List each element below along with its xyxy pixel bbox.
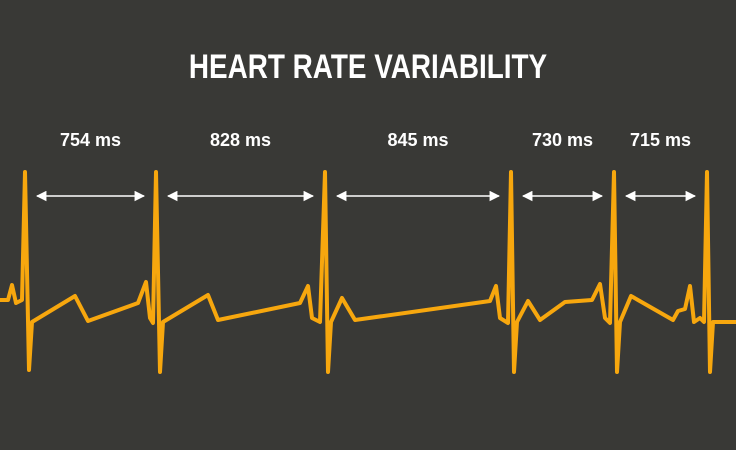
interval-label: 715 ms xyxy=(630,130,691,150)
interval-annotations: 754 ms 828 ms 845 ms 730 ms 715 ms xyxy=(35,130,697,202)
diagram-title: HEART RATE VARIABILITY xyxy=(188,48,548,86)
interval-label: 754 ms xyxy=(60,130,121,150)
interval-label: 828 ms xyxy=(210,130,271,150)
interval-label: 730 ms xyxy=(532,130,593,150)
interval-label: 845 ms xyxy=(387,130,448,150)
ecg-trace xyxy=(0,170,736,374)
